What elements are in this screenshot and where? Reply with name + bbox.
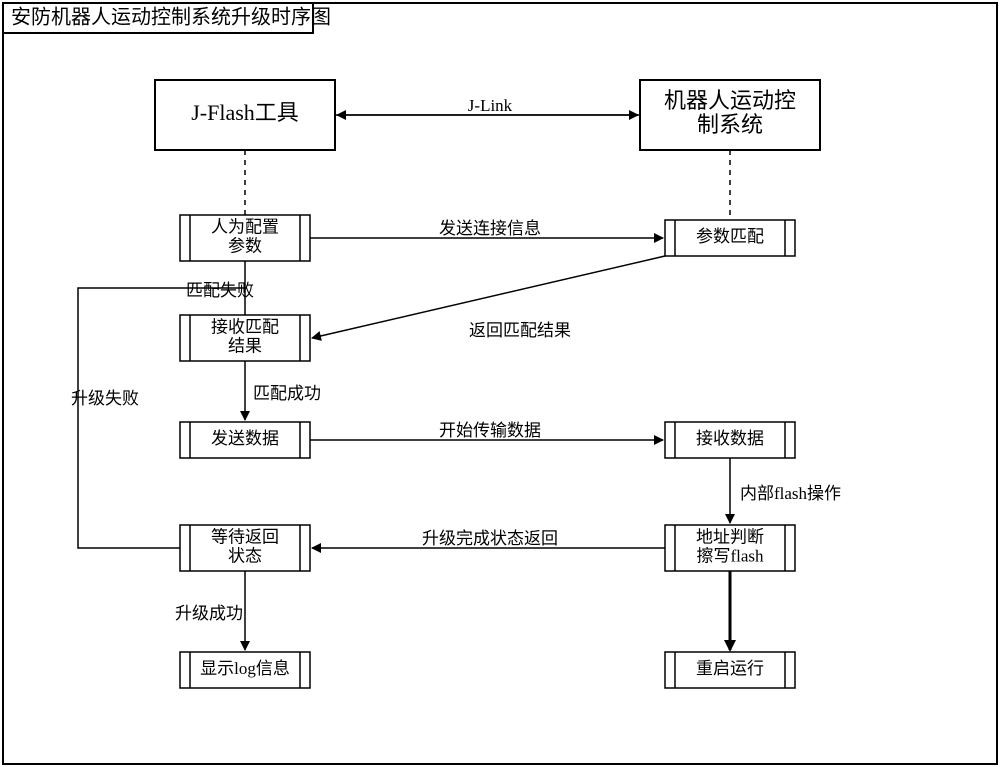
svg-text:机器人运动控: 机器人运动控 xyxy=(664,88,796,113)
svg-text:制系统: 制系统 xyxy=(697,112,763,137)
svg-text:结果: 结果 xyxy=(228,336,262,355)
svg-text:人为配置: 人为配置 xyxy=(211,217,279,236)
svg-text:J-Link: J-Link xyxy=(468,96,513,115)
outer-frame xyxy=(3,3,997,764)
svg-text:开始传输数据: 开始传输数据 xyxy=(439,421,541,440)
svg-text:状态: 状态 xyxy=(228,546,262,565)
step-config: 人为配置参数 xyxy=(180,215,310,261)
diagram-canvas: 安防机器人运动控制系统升级时序图 J-Flash工具 机器人运动控制系统 J-Link… xyxy=(0,0,1000,767)
step-send: 发送数据 xyxy=(180,422,310,458)
svg-text:等待返回: 等待返回 xyxy=(211,527,279,546)
step-match: 参数匹配 xyxy=(665,220,795,256)
svg-text:升级失败: 升级失败 xyxy=(71,389,139,408)
svg-text:接收匹配: 接收匹配 xyxy=(211,317,279,336)
step-recvdata: 接收数据 xyxy=(665,422,795,458)
svg-text:匹配失败: 匹配失败 xyxy=(186,281,254,300)
step-wait: 等待返回状态 xyxy=(180,525,310,571)
step-addr: 地址判断擦写flash xyxy=(665,525,795,571)
svg-text:升级完成状态返回: 升级完成状态返回 xyxy=(422,529,558,548)
svg-text:擦写flash: 擦写flash xyxy=(696,546,764,565)
step-log: 显示log信息 xyxy=(180,652,310,688)
svg-text:重启运行: 重启运行 xyxy=(696,659,764,678)
svg-text:参数: 参数 xyxy=(228,236,262,255)
svg-text:显示log信息: 显示log信息 xyxy=(200,659,290,678)
svg-text:内部flash操作: 内部flash操作 xyxy=(740,484,841,503)
svg-text:发送数据: 发送数据 xyxy=(211,429,279,448)
svg-text:J-Flash工具: J-Flash工具 xyxy=(191,100,299,125)
svg-text:参数匹配: 参数匹配 xyxy=(696,227,764,246)
svg-text:地址判断: 地址判断 xyxy=(696,527,764,546)
svg-text:匹配成功: 匹配成功 xyxy=(253,384,321,403)
step-restart: 重启运行 xyxy=(665,652,795,688)
svg-text:发送连接信息: 发送连接信息 xyxy=(439,219,541,238)
svg-text:接收数据: 接收数据 xyxy=(696,429,764,448)
svg-text:返回匹配结果: 返回匹配结果 xyxy=(469,321,571,340)
svg-text:升级成功: 升级成功 xyxy=(175,604,243,623)
step-recv: 接收匹配结果 xyxy=(180,315,310,361)
svg-text:安防机器人运动控制系统升级时序图: 安防机器人运动控制系统升级时序图 xyxy=(11,6,331,29)
